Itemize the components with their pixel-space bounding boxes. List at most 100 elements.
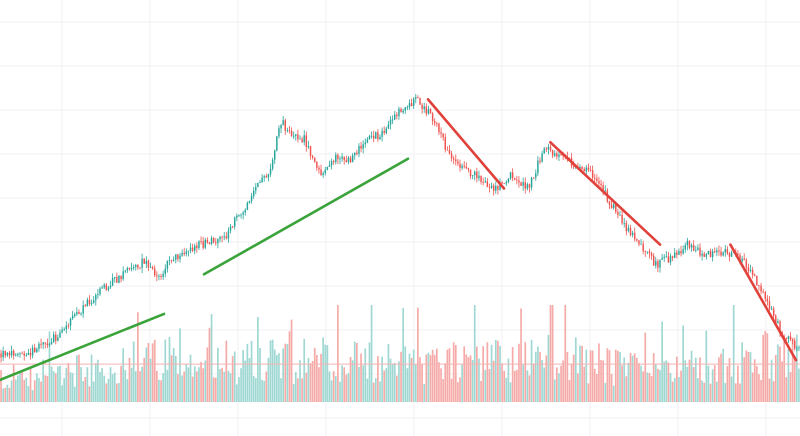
candle-body	[648, 251, 651, 254]
candle-body	[57, 337, 59, 341]
volume-bar	[431, 349, 434, 402]
candle-body	[758, 285, 760, 286]
candle-body	[436, 123, 438, 125]
volume-bar	[223, 371, 226, 402]
volume-bar	[21, 370, 23, 402]
volume-bar	[172, 347, 175, 402]
candle-body	[398, 108, 400, 117]
volume-bar	[282, 348, 284, 402]
candle-body	[770, 308, 773, 310]
candle-body	[492, 185, 495, 191]
candle-body	[305, 135, 308, 147]
candle-body	[465, 166, 468, 169]
candle-body	[522, 182, 524, 186]
volume-bar	[642, 371, 644, 402]
volume-bar	[126, 379, 129, 402]
candle-body	[236, 215, 238, 218]
candle-body	[657, 261, 659, 268]
volume-bar	[751, 372, 754, 402]
candle-body	[221, 236, 223, 238]
candle-body	[684, 245, 686, 250]
volume-bar	[673, 377, 676, 402]
candle-body	[124, 270, 126, 272]
volume-bar	[294, 372, 297, 402]
candle-body	[151, 267, 154, 269]
volume-bar	[429, 355, 432, 402]
candle-body	[120, 275, 122, 280]
price-candles	[0, 93, 800, 363]
candle-body	[36, 348, 38, 353]
candle-body	[307, 146, 310, 147]
candle-body	[686, 240, 689, 246]
volume-bar	[499, 345, 501, 402]
candle-body	[97, 294, 99, 296]
volume-bar	[366, 378, 369, 402]
candle-body	[177, 254, 179, 260]
candle-body	[34, 347, 36, 353]
downtrend-trendline	[729, 243, 798, 362]
volume-bar	[716, 381, 718, 402]
volume-bar	[44, 375, 47, 402]
candle-body	[501, 182, 503, 184]
candle-body	[257, 182, 259, 187]
candle-body	[612, 204, 615, 209]
candle-body	[187, 250, 190, 252]
volume-bar	[391, 363, 394, 402]
volume-bar	[17, 375, 19, 402]
candle-body	[446, 149, 449, 151]
candle-body	[261, 177, 263, 183]
volume-bar	[606, 348, 609, 402]
volume-bar	[88, 386, 91, 402]
candle-body	[311, 155, 314, 158]
volume-bar	[692, 367, 695, 402]
volume-bar	[153, 339, 156, 402]
volume-bar	[6, 384, 9, 402]
volume-bar	[787, 348, 790, 402]
candle-body	[674, 252, 676, 258]
candle-body	[301, 138, 303, 143]
volume-bar	[105, 383, 108, 402]
candle-body	[503, 183, 505, 185]
volume-bar	[174, 356, 177, 402]
volume-bar	[469, 355, 472, 402]
candle-body	[284, 120, 286, 131]
candle-body	[276, 136, 278, 151]
candle-body	[265, 176, 268, 178]
volume-bar	[659, 370, 661, 402]
candle-body	[132, 266, 135, 268]
candle-body	[15, 354, 17, 356]
candle-body	[688, 240, 691, 248]
volume-bar	[753, 359, 756, 402]
volume-bar	[419, 357, 421, 402]
volume-bar	[63, 378, 66, 402]
volume-bar	[463, 346, 466, 402]
candle-body	[202, 241, 204, 248]
volume-bar	[593, 368, 596, 402]
candle-body	[568, 157, 571, 159]
candle-body	[429, 109, 432, 114]
volume-bar	[322, 337, 324, 402]
volume-bar	[699, 357, 701, 402]
candle-body	[217, 239, 219, 244]
candle-body	[631, 232, 634, 236]
volume-bar	[547, 334, 550, 402]
volume-bar	[720, 353, 722, 402]
volume-bar	[737, 365, 739, 402]
candle-body	[185, 251, 188, 255]
volume-bar	[551, 305, 554, 402]
volume-bar	[128, 357, 131, 402]
volume-bar	[301, 378, 303, 402]
volume-bar	[200, 361, 202, 402]
volume-bar	[396, 375, 398, 402]
volume-bar	[777, 344, 779, 402]
volume-bar	[724, 382, 727, 402]
candle-body	[381, 130, 383, 137]
volume-bar	[749, 352, 752, 402]
candle-body	[608, 201, 611, 205]
candle-body	[111, 278, 114, 286]
volume-bar	[4, 387, 7, 402]
volume-bar	[309, 363, 312, 402]
candle-body	[189, 247, 192, 251]
candle-body	[55, 334, 57, 341]
candle-body	[457, 161, 459, 164]
